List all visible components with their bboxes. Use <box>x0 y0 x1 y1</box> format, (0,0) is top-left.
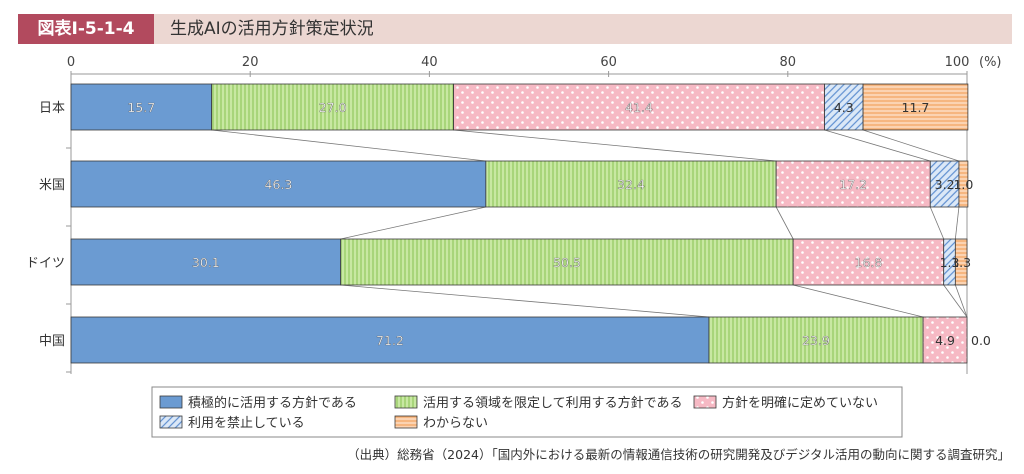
legend: 積極的に活用する方針である 活用する領域を限定して利用する方針である 方針を明確に定… <box>151 386 903 438</box>
legend-swatch <box>159 415 183 429</box>
legend-swatch <box>394 395 418 409</box>
bar-segment <box>485 160 777 208</box>
connector-line <box>954 284 968 318</box>
bar-segment <box>775 160 931 208</box>
legend-label: 方針を明確に定めていない <box>722 395 878 411</box>
x-tick-label: 80 <box>780 55 797 70</box>
bar-segment <box>453 83 825 131</box>
bar-segment <box>70 238 342 286</box>
data-label: 50.5 <box>553 255 581 270</box>
legend-label: 利用を禁止している <box>188 416 305 431</box>
category-label: 日本 <box>39 101 65 116</box>
legend-swatch <box>159 395 183 409</box>
bar-segment <box>954 238 968 286</box>
x-tick-label: 40 <box>421 55 438 70</box>
data-label: 23.9 <box>802 333 830 348</box>
data-label: 30.1 <box>192 255 220 270</box>
connector-line <box>824 129 931 162</box>
connector-line <box>775 206 794 240</box>
data-label: 0.0 <box>971 333 991 348</box>
bar-segment <box>922 316 968 364</box>
bar-layer <box>70 83 969 364</box>
connector-line <box>340 206 486 240</box>
legend-label: 積極的に活用する方針である <box>188 395 357 411</box>
connector-line <box>862 129 960 162</box>
bar-segment <box>862 83 969 131</box>
x-tick-label: 0 <box>67 55 75 70</box>
data-label: 11.7 <box>902 100 930 115</box>
bar-segment <box>211 83 454 131</box>
data-label: 46.3 <box>265 177 293 192</box>
bar-segment <box>70 316 710 364</box>
bar-segment <box>958 160 969 208</box>
data-label: 3.2 <box>935 177 955 192</box>
connector-line <box>453 129 777 162</box>
category-label: 米国 <box>39 178 65 193</box>
data-label: 16.8 <box>855 255 883 270</box>
legend-label: わからない <box>423 416 488 431</box>
value-label-layer: 15.7 27.0 41.4 4.3 11.7 46.3 32.4 17.2 3.21.0 30.… <box>127 100 991 348</box>
data-label: 17.2 <box>839 177 867 192</box>
bar-segment <box>792 238 945 286</box>
data-label: 1.0 <box>953 177 973 192</box>
bar-segment <box>70 160 487 208</box>
data-label: 71.2 <box>376 333 404 348</box>
connector-line <box>943 284 968 318</box>
legend-box <box>151 386 903 438</box>
connector-lines <box>211 129 968 318</box>
legend-swatch <box>394 415 418 429</box>
connector-line <box>793 284 924 318</box>
category-label: ドイツ <box>26 256 65 271</box>
source-note: （出典）総務省（2024）「国内外における最新の情報通信技術の研究開発及びデジタ… <box>347 447 1010 462</box>
connector-line <box>211 129 486 162</box>
data-label: 1.3 <box>951 255 971 270</box>
bar-segment <box>824 83 864 131</box>
x-tick-label: 100 <box>945 55 970 70</box>
connector-line <box>340 284 709 318</box>
bar-segment <box>708 316 924 364</box>
x-unit-label: (%) <box>979 55 1002 70</box>
figure-number-badge: 図表Ⅰ-5-1-4 <box>18 14 154 44</box>
data-label: 41.4 <box>625 100 653 115</box>
legend-label: 活用する領域を限定して利用する方針である <box>423 395 682 411</box>
data-label: 27.0 <box>319 100 347 115</box>
bar-segment <box>929 160 960 208</box>
data-label: 32.4 <box>617 177 645 192</box>
x-tick-label: 60 <box>600 55 617 70</box>
figure-header: 図表Ⅰ-5-1-4 生成AIの活用方針策定状況 <box>18 14 1012 44</box>
figure-title: 生成AIの活用方針策定状況 <box>170 19 374 39</box>
connector-line <box>954 206 960 240</box>
legend-swatch <box>693 395 717 409</box>
data-label: 15.7 <box>127 100 155 115</box>
data-label: 4.3 <box>834 100 854 115</box>
data-label: 4.9 <box>935 333 955 348</box>
x-tick-label: 20 <box>242 55 259 70</box>
bar-segment <box>340 238 794 286</box>
category-label: 中国 <box>39 334 65 349</box>
data-label: 1.3 <box>940 255 960 270</box>
connector-line <box>929 206 945 240</box>
